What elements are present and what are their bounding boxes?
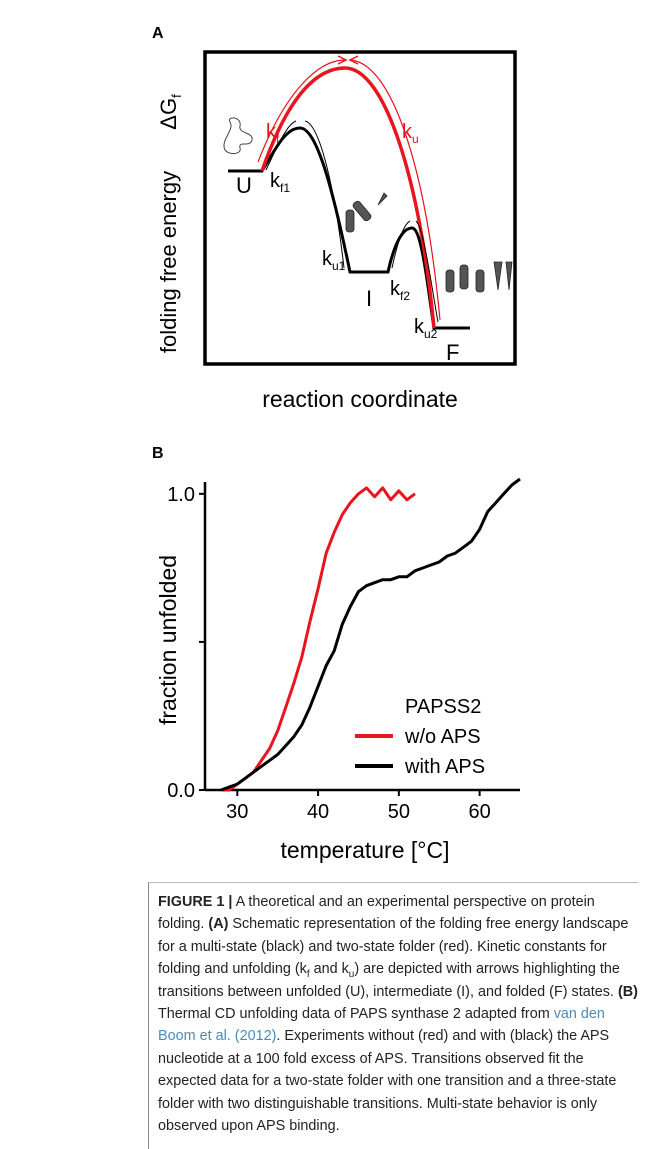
data-line [220, 477, 521, 792]
multi-state-curve [228, 126, 470, 330]
helix [475, 269, 485, 293]
x-tick-label: 30 [226, 801, 248, 823]
rate-label: kf1 [270, 170, 290, 195]
plot: 0.0 1.0 30 40 50 60 PAPSS2 w/o APS with APS [167, 477, 521, 823]
unfolded-icon [223, 117, 253, 155]
folded-icon [445, 261, 513, 293]
y-axis-label: folding free energy [156, 171, 181, 353]
caption-normal: . Experiments without (red) and with (bl… [158, 1028, 617, 1135]
rate-symbol: k [322, 248, 333, 270]
helix [445, 269, 455, 293]
intermediate-icon [345, 192, 388, 233]
caption-link[interactable]: van den Boom et al. (2012) [158, 1006, 605, 1045]
arrow-head [337, 55, 348, 65]
rate-label: ku [402, 121, 419, 146]
caption-normal: Thermal CD unfolding data of PAPS syntha… [158, 1006, 554, 1023]
state-label: U [236, 173, 252, 198]
x-tick-label: 60 [468, 801, 490, 823]
caption-sub: f [306, 969, 310, 981]
rate-label: kf [266, 121, 280, 146]
energy-symbol: ΔGf [156, 94, 184, 130]
panel-frame [203, 50, 517, 366]
panel-label: B [152, 445, 164, 462]
rate-label: ku2 [414, 316, 438, 341]
rate-label: kf2 [390, 278, 410, 303]
caption-bold: FIGURE 1 | [158, 894, 233, 910]
rate-subscript: u [412, 132, 419, 146]
rate-symbol: k [390, 278, 401, 300]
rate-symbol: k [266, 121, 277, 143]
figure: A ΔGf folding free energy reaction coord… [152, 25, 521, 863]
data-line [221, 486, 416, 792]
x-axis-label: temperature [°C] [281, 837, 450, 863]
rate-subscript: f1 [280, 181, 290, 195]
rate-subscript: u1 [332, 259, 346, 273]
caption-normal: A theoretical and an experimental perspe… [158, 894, 595, 933]
legend-label: w/o APS [404, 726, 481, 748]
rate-subscript: f [276, 132, 280, 146]
x-tick-label: 40 [307, 801, 329, 823]
helix [459, 264, 469, 290]
rate-subscript: u2 [424, 327, 438, 341]
energy-symbol-text: ΔG [156, 98, 181, 130]
arrow [265, 120, 297, 171]
state-label: I [366, 286, 372, 311]
x-axis-label: reaction coordinate [262, 386, 458, 412]
caption-normal: Schematic representation of the folding … [158, 916, 629, 978]
legend-label: with APS [404, 756, 485, 778]
arrow [415, 220, 439, 323]
caption-bold: (A) [208, 916, 229, 933]
legend-title: PAPSS2 [405, 696, 481, 718]
panel-label: A [152, 25, 164, 42]
caption: FIGURE 1 | A theoretical and an experime… [148, 882, 638, 1149]
arrow-head [348, 55, 359, 65]
caption-sub: u [348, 969, 355, 981]
caption-normal: and k [309, 961, 349, 978]
two-state-curve [260, 66, 436, 329]
x-tick-label: 50 [388, 801, 410, 823]
rate-label: ku1 [322, 248, 346, 273]
arrow [349, 59, 441, 321]
caption-normal: ) are depicted with arrows highlighting … [158, 961, 620, 1000]
rate-symbol: k [270, 170, 281, 192]
y-tick-label: 1.0 [167, 484, 195, 506]
rate-symbol: k [402, 121, 413, 143]
helix [345, 209, 355, 233]
y-tick-label: 0.0 [167, 780, 195, 802]
strand [505, 261, 513, 291]
energy-subscript: f [169, 94, 184, 98]
y-axis-label: fraction unfolded [155, 555, 181, 725]
arrow [304, 120, 345, 269]
rate-symbol: k [414, 316, 425, 338]
rate-subscript: f2 [400, 289, 410, 303]
helix [352, 200, 372, 222]
strand [493, 261, 503, 291]
state-label: F [446, 340, 459, 365]
arrow [391, 220, 411, 269]
strand [377, 192, 388, 206]
arrow [257, 59, 346, 163]
caption-bold: (B) [617, 983, 638, 1000]
